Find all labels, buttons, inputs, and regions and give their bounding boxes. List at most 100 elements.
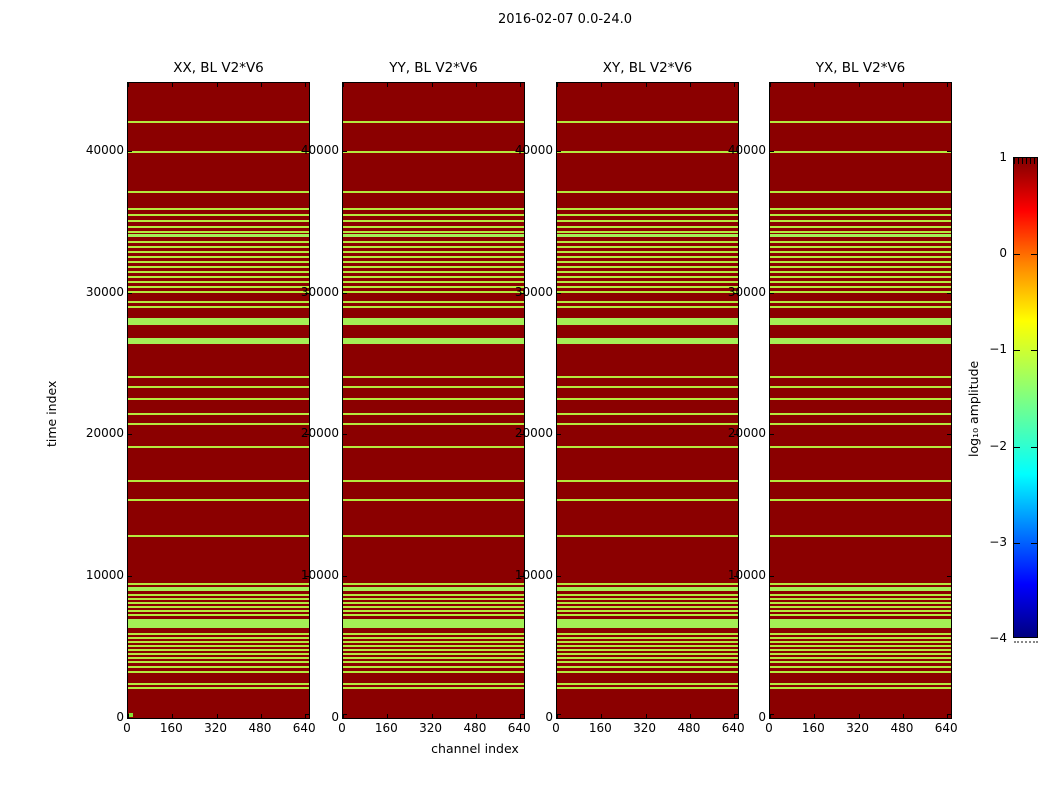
rfi-stripe <box>557 610 738 612</box>
rfi-stripe <box>770 610 951 612</box>
y-tick-label: 0 <box>116 710 124 724</box>
x-tick-label: 480 <box>248 721 272 735</box>
rfi-stripe <box>557 246 738 248</box>
tick-mark <box>557 714 558 718</box>
tick-mark <box>172 714 174 718</box>
rfi-stripe <box>343 301 524 303</box>
rfi-stripe <box>343 683 524 685</box>
rfi-stripe <box>770 276 951 278</box>
rfi-stripe <box>770 413 951 415</box>
x-tick-label: 480 <box>463 721 487 735</box>
tick-mark <box>770 576 774 578</box>
rfi-stripe <box>128 666 309 668</box>
tick-mark <box>343 434 347 436</box>
rfi-stripe <box>557 446 738 448</box>
tick-mark <box>770 434 774 436</box>
rfi-stripe <box>343 641 524 643</box>
x-tick-label: 320 <box>419 721 443 735</box>
rfi-stripe <box>557 286 738 288</box>
rfi-stripe <box>343 271 524 273</box>
rfi-stripe <box>128 619 309 628</box>
rfi-stripe <box>128 641 309 643</box>
rfi-stripe <box>128 231 309 233</box>
rfi-stripe <box>557 271 738 273</box>
tick-mark <box>520 83 522 87</box>
rfi-stripe <box>128 318 309 325</box>
heatmap-yx <box>769 82 952 719</box>
rfi-stripe <box>557 641 738 643</box>
rfi-stripe <box>128 649 309 651</box>
rfi-stripe <box>343 241 524 243</box>
tick-mark <box>557 576 561 578</box>
rfi-stripe <box>343 666 524 668</box>
tick-mark <box>902 714 904 718</box>
panel-title-xx: XX, BL V2*V6 <box>173 60 264 76</box>
rfi-stripe <box>770 686 951 689</box>
rfi-stripe <box>557 666 738 668</box>
rfi-stripe <box>770 266 951 268</box>
rfi-stripe <box>128 207 309 210</box>
tick-mark <box>343 714 347 715</box>
rfi-stripe <box>128 220 309 222</box>
rfi-stripe <box>770 286 951 288</box>
tick-mark <box>431 83 433 87</box>
rfi-stripe <box>770 653 951 655</box>
rfi-stripe <box>128 683 309 685</box>
tick-mark <box>520 434 524 436</box>
rfi-stripe <box>128 594 309 596</box>
tick-mark <box>520 714 522 718</box>
rfi-stripe <box>128 602 309 604</box>
rfi-stripe <box>557 151 738 154</box>
rfi-stripe <box>557 619 738 628</box>
rfi-stripe <box>557 121 738 123</box>
rfi-stripe <box>128 281 309 283</box>
tick-mark <box>1031 254 1037 256</box>
tick-mark <box>601 714 603 718</box>
y-tick-label: 0 <box>758 710 766 724</box>
rfi-stripe <box>770 301 951 303</box>
y-axis-label: time index <box>44 380 59 447</box>
y-tick-label: 40000 <box>85 142 124 157</box>
tick-mark <box>902 83 904 87</box>
tick-mark <box>343 150 347 152</box>
rfi-stripe <box>128 610 309 612</box>
rfi-stripe <box>343 633 524 635</box>
rfi-stripe <box>343 598 524 600</box>
rfi-stripe <box>770 583 951 585</box>
rfi-stripe <box>343 226 524 228</box>
rfi-stripe <box>770 386 951 388</box>
rfi-stripe <box>343 645 524 647</box>
y-tick-label: 20000 <box>514 426 553 441</box>
rfi-stripe <box>343 619 524 628</box>
rfi-stripe <box>770 318 951 325</box>
tick-mark <box>1031 446 1037 448</box>
tick-mark <box>858 83 860 87</box>
rfi-stripe <box>557 649 738 651</box>
rfi-stripe <box>770 271 951 273</box>
rfi-stripe <box>557 241 738 243</box>
rfi-stripe <box>128 645 309 647</box>
rfi-stripe <box>343 480 524 483</box>
tick-mark <box>128 292 132 294</box>
y-tick-label: 40000 <box>514 142 553 157</box>
rfi-stripe <box>343 291 524 293</box>
rfi-stripe <box>343 220 524 222</box>
rfi-stripe <box>557 606 738 608</box>
rfi-stripe <box>343 657 524 659</box>
rfi-stripe <box>770 234 951 237</box>
rfi-stripe <box>770 683 951 685</box>
rfi-stripe <box>557 191 738 194</box>
tick-mark <box>557 150 561 152</box>
rfi-stripe <box>343 637 524 639</box>
rfi-stripe <box>557 214 738 216</box>
rfi-stripe <box>343 338 524 344</box>
rfi-stripe <box>128 291 309 293</box>
rfi-stripe <box>343 376 524 378</box>
rfi-stripe <box>128 587 309 591</box>
rfi-stripe <box>770 645 951 647</box>
rfi-stripe <box>557 301 738 303</box>
rfi-stripe <box>343 602 524 604</box>
rfi-stripe <box>343 121 524 123</box>
rfi-stripe <box>343 214 524 216</box>
rfi-stripe <box>557 291 738 293</box>
